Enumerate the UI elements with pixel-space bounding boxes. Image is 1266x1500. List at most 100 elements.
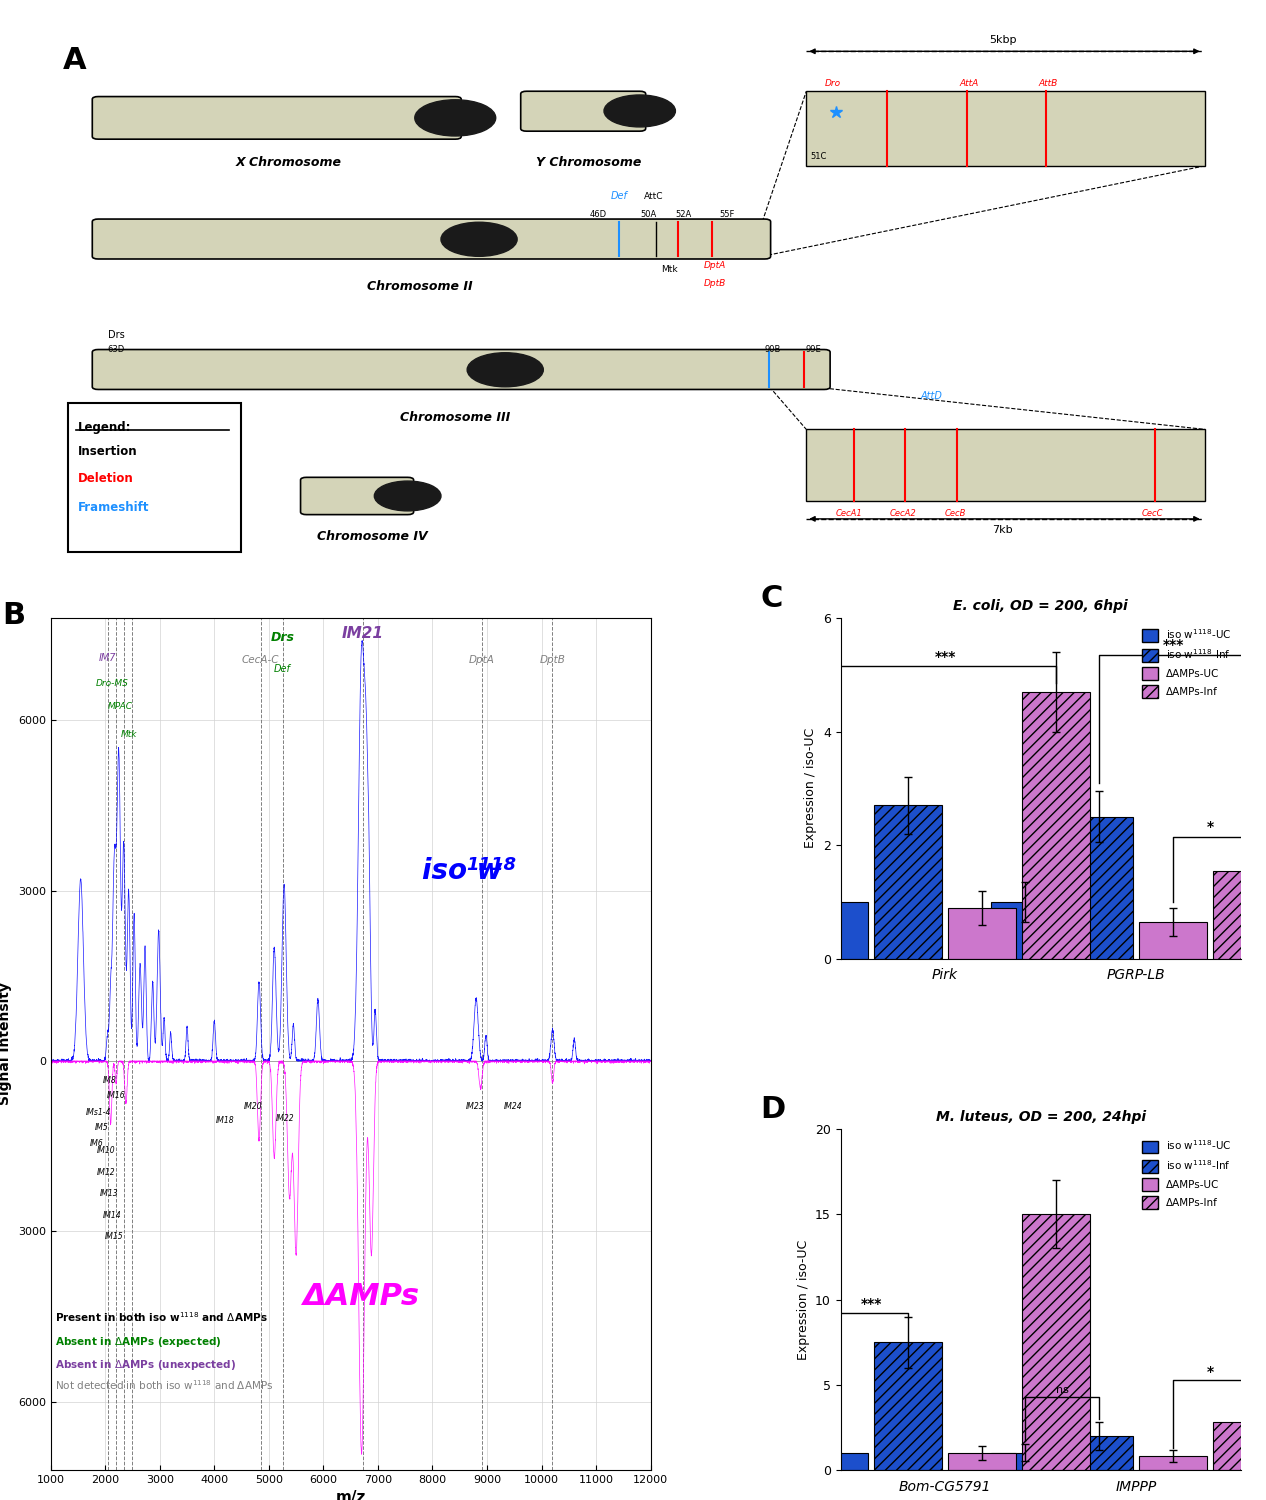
Text: B: B [3, 602, 25, 630]
Text: Absent in $\Delta$AMPs (unexpected): Absent in $\Delta$AMPs (unexpected) [54, 1358, 237, 1372]
FancyBboxPatch shape [806, 92, 1205, 166]
Text: 1118: 1118 [466, 855, 517, 873]
Circle shape [441, 222, 517, 256]
Text: Drs: Drs [108, 330, 124, 340]
Text: 46D: 46D [590, 210, 606, 219]
Text: *: * [1206, 1365, 1214, 1380]
Text: Drs: Drs [271, 630, 295, 644]
Text: C: C [761, 584, 784, 614]
Text: AttB: AttB [1038, 80, 1057, 88]
Text: *: * [1206, 821, 1214, 834]
Text: iso w: iso w [422, 856, 501, 885]
Text: MPAC: MPAC [108, 702, 133, 711]
Text: DptA: DptA [468, 656, 495, 666]
Text: Legend:: Legend: [78, 422, 132, 435]
Bar [874, 806, 942, 958]
Bar [1213, 870, 1266, 958]
Text: 52A: 52A [676, 210, 691, 219]
FancyBboxPatch shape [92, 219, 771, 260]
FancyBboxPatch shape [806, 429, 1205, 501]
Text: IM22: IM22 [276, 1113, 295, 1122]
Text: AttA: AttA [960, 80, 979, 88]
Circle shape [467, 352, 543, 387]
Text: 51C: 51C [810, 153, 827, 162]
Circle shape [415, 100, 496, 136]
Bar [1066, 1436, 1133, 1470]
Bar [874, 1342, 942, 1470]
Text: ***: *** [934, 650, 956, 663]
Text: 7kb: 7kb [993, 525, 1013, 536]
Text: Dro-MS: Dro-MS [96, 680, 129, 688]
Circle shape [604, 94, 676, 128]
Text: Mtk: Mtk [661, 266, 677, 274]
Bar [1213, 1422, 1266, 1470]
Text: IM23: IM23 [466, 1102, 485, 1112]
Text: IM6: IM6 [90, 1138, 104, 1148]
Text: 5kbp: 5kbp [989, 36, 1017, 45]
Text: IM14: IM14 [103, 1210, 122, 1219]
Text: Absent in $\Delta$AMPs (expected): Absent in $\Delta$AMPs (expected) [54, 1335, 222, 1348]
Text: CecA-C: CecA-C [242, 656, 280, 666]
Circle shape [375, 482, 441, 512]
Bar [1066, 816, 1133, 959]
Text: IM18: IM18 [216, 1116, 234, 1125]
Text: 90B: 90B [765, 345, 781, 354]
Text: Chromosome IV: Chromosome IV [316, 530, 427, 543]
Text: Present in both iso w$^{1118}$ and $\Delta$AMPs: Present in both iso w$^{1118}$ and $\Del… [54, 1311, 267, 1324]
Text: Def: Def [273, 664, 290, 674]
FancyBboxPatch shape [92, 96, 461, 140]
FancyBboxPatch shape [300, 477, 414, 514]
Text: Deletion: Deletion [78, 472, 134, 484]
Text: ΔAMPs: ΔAMPs [301, 1282, 419, 1311]
Text: ***: *** [861, 1298, 882, 1311]
Text: Dro: Dro [824, 80, 841, 88]
Text: D: D [761, 1095, 786, 1124]
Bar [800, 1454, 868, 1470]
Text: Chromosome III: Chromosome III [400, 411, 510, 424]
Text: 63D: 63D [108, 345, 125, 354]
Text: IM5: IM5 [95, 1124, 109, 1132]
Text: IM20: IM20 [244, 1102, 263, 1112]
Text: ns: ns [1056, 1386, 1069, 1395]
Legend: iso w$^{1118}$-UC, iso w$^{1118}$-Inf, ΔAMPs-UC, ΔAMPs-Inf: iso w$^{1118}$-UC, iso w$^{1118}$-Inf, Δ… [1138, 622, 1236, 702]
Y-axis label: Expression / iso-UC: Expression / iso-UC [804, 728, 818, 849]
Y-axis label: Signal Intensity: Signal Intensity [0, 982, 13, 1106]
Text: Mtk: Mtk [120, 730, 137, 740]
Text: IM24: IM24 [504, 1102, 523, 1112]
Text: IM15: IM15 [105, 1233, 124, 1242]
Text: X Chromosome: X Chromosome [235, 156, 342, 170]
Text: Insertion: Insertion [78, 446, 138, 459]
Text: CecC: CecC [1142, 509, 1163, 518]
Text: DptB: DptB [539, 656, 566, 666]
Text: Frameshift: Frameshift [78, 501, 149, 515]
Bar [991, 902, 1060, 958]
Legend: iso w$^{1118}$-UC, iso w$^{1118}$-Inf, ΔAMPs-UC, ΔAMPs-Inf: iso w$^{1118}$-UC, iso w$^{1118}$-Inf, Δ… [1138, 1134, 1236, 1214]
Text: IM12: IM12 [97, 1167, 115, 1176]
Text: IM13: IM13 [100, 1190, 118, 1198]
Bar [1139, 922, 1208, 958]
Bar [1022, 692, 1090, 958]
Bar [800, 902, 868, 958]
Text: Chromosome II: Chromosome II [367, 280, 472, 292]
Text: IM10: IM10 [97, 1146, 115, 1155]
Bar [991, 1454, 1060, 1470]
Title: E. coli, OD = 200, 6hpi: E. coli, OD = 200, 6hpi [953, 598, 1128, 612]
Text: IMs1-4: IMs1-4 [85, 1108, 111, 1118]
Bar [1139, 1456, 1208, 1470]
Bar [1022, 1215, 1090, 1470]
Text: DptB: DptB [704, 279, 725, 288]
Text: 50A: 50A [639, 210, 656, 219]
Title: M. luteus, OD = 200, 24hpi: M. luteus, OD = 200, 24hpi [936, 1110, 1146, 1124]
FancyBboxPatch shape [520, 92, 646, 130]
Text: Not detected in both iso w$^{1118}$ and $\Delta$AMPs: Not detected in both iso w$^{1118}$ and … [54, 1378, 273, 1392]
Text: AttD: AttD [920, 390, 942, 400]
Text: A: A [62, 46, 86, 75]
Bar [948, 908, 1017, 958]
Text: IM8: IM8 [103, 1076, 116, 1084]
Text: CecB: CecB [944, 509, 966, 518]
Text: Def: Def [611, 192, 628, 201]
Text: CecA1: CecA1 [836, 509, 862, 518]
Bar [948, 1454, 1017, 1470]
Text: Y Chromosome: Y Chromosome [536, 156, 641, 170]
Text: CecA2: CecA2 [889, 509, 917, 518]
